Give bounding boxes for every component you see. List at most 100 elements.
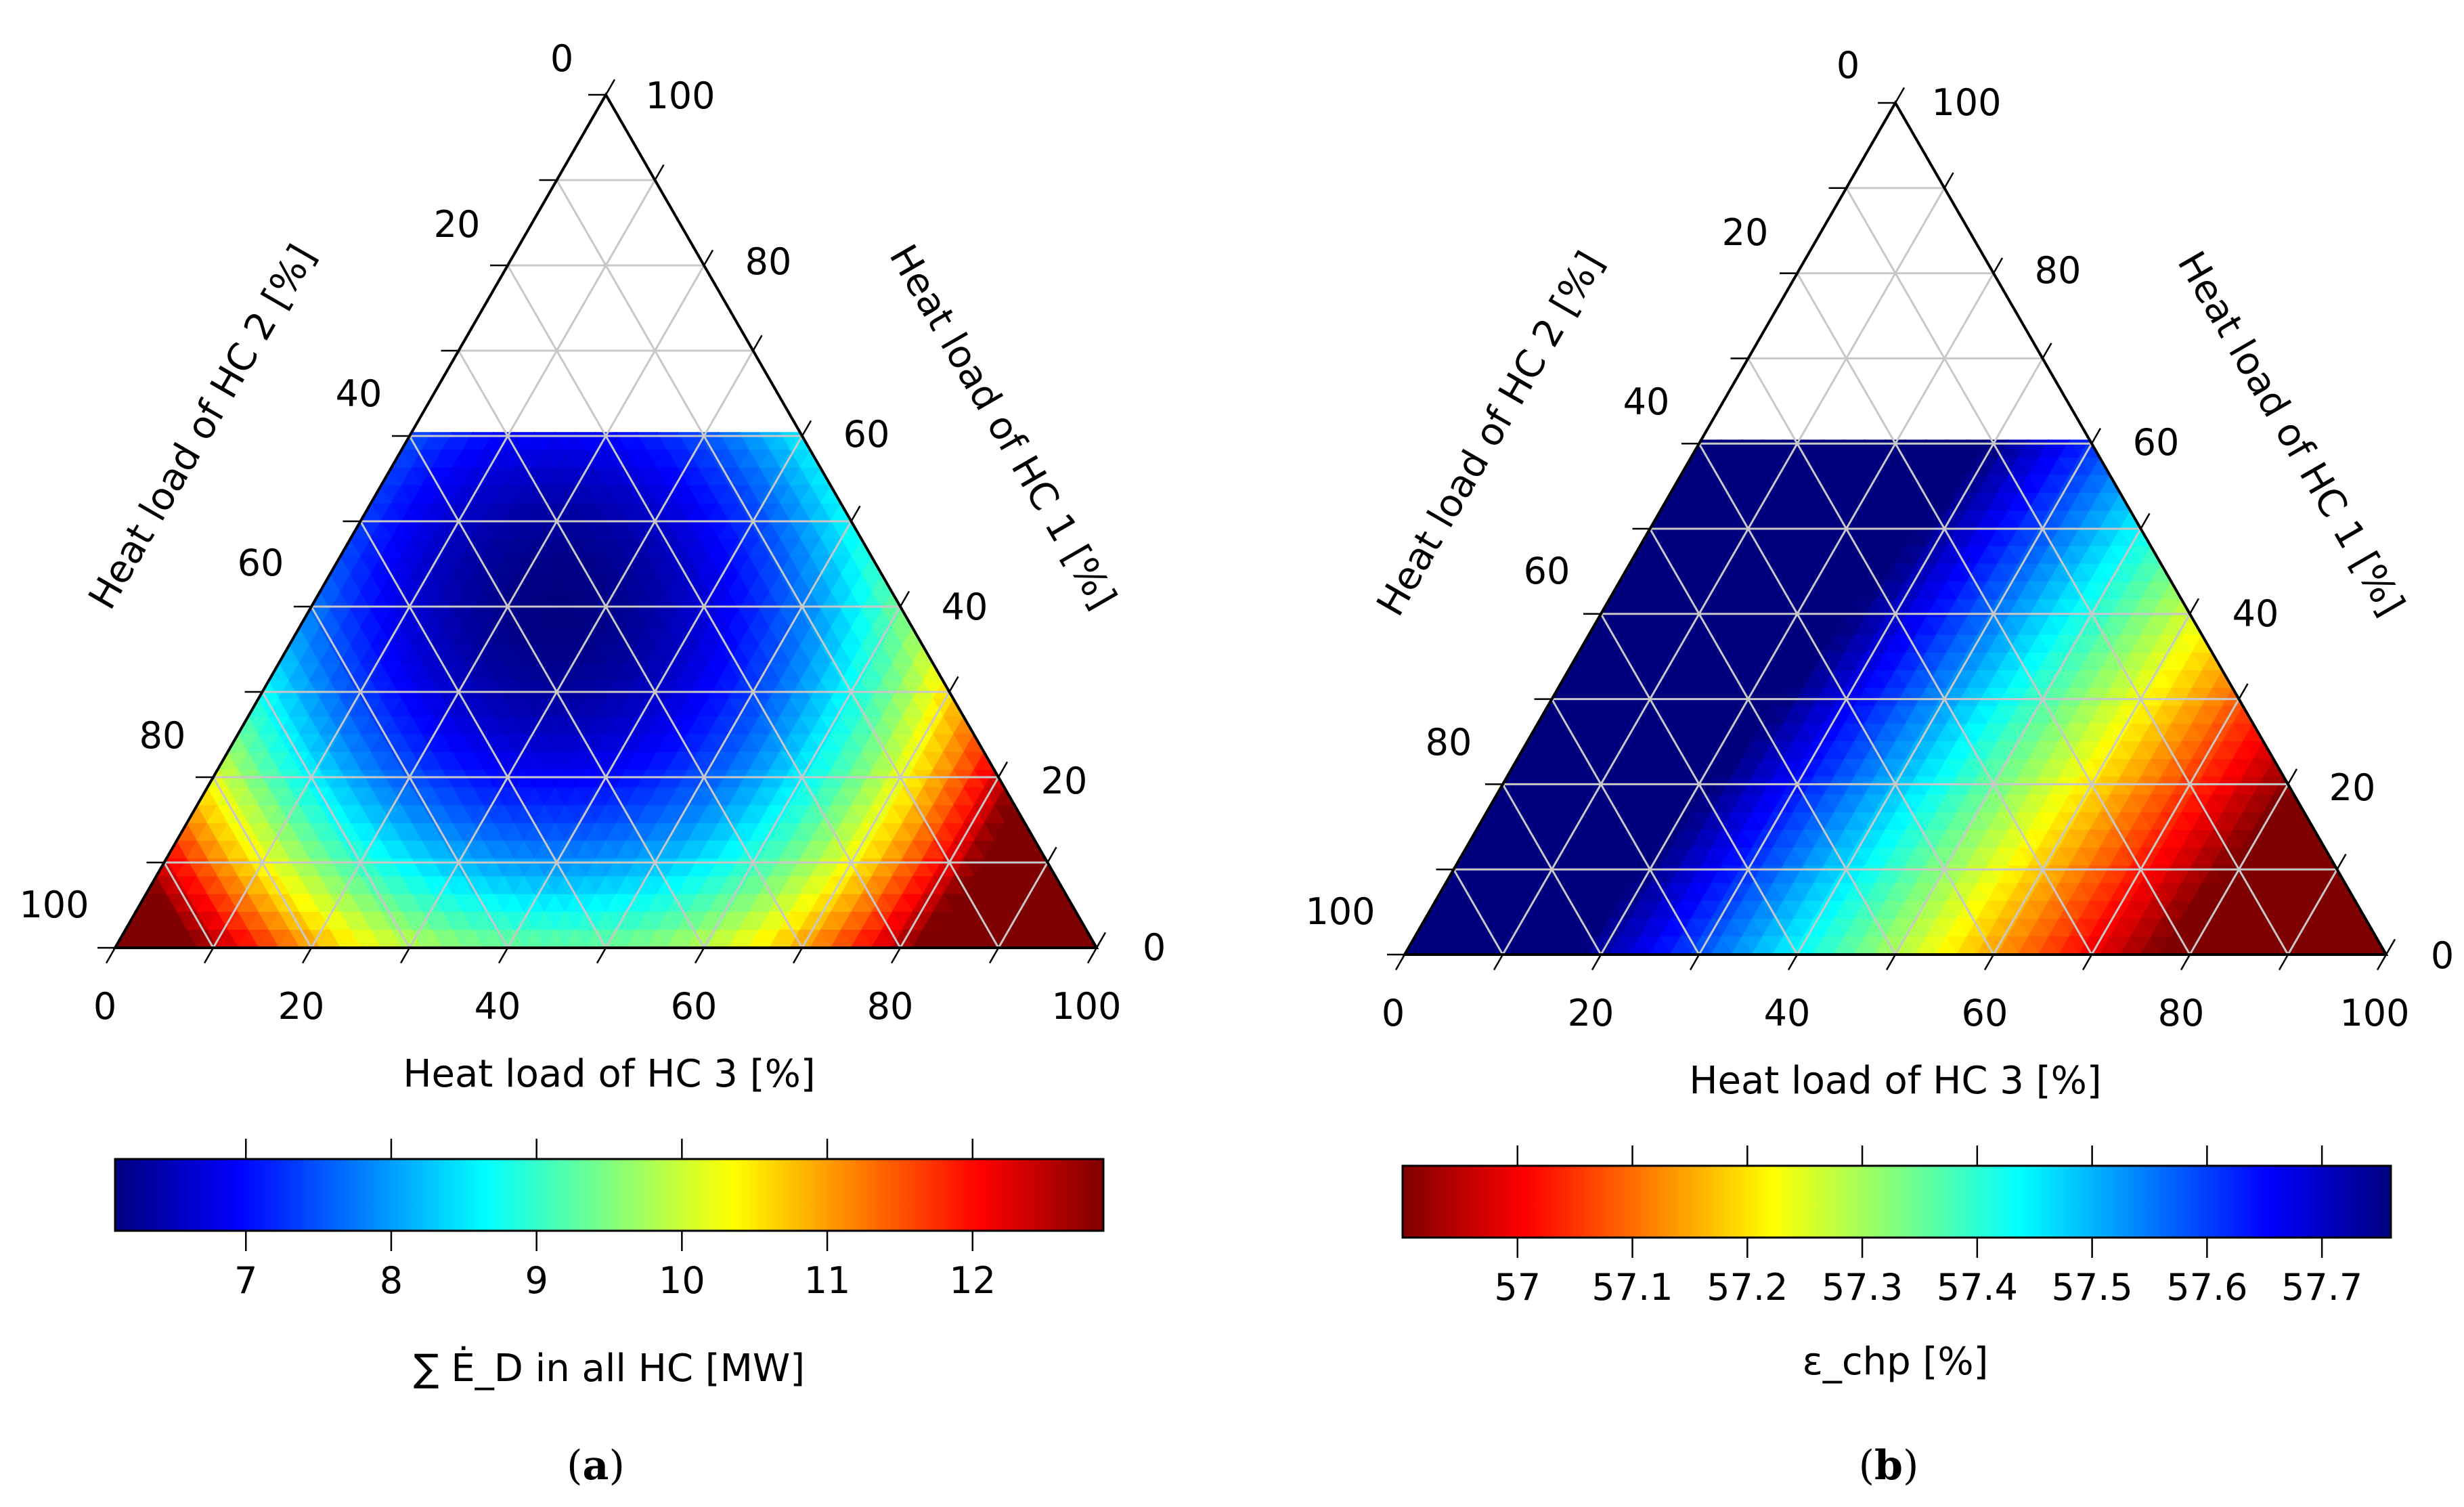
tick-mark — [1992, 257, 2004, 274]
grid-line — [212, 179, 656, 948]
colorbar-a — [114, 1158, 1105, 1232]
tick-mark — [752, 334, 763, 351]
left-tick-label: 80 — [1426, 721, 1472, 764]
bottom-tick-label: 60 — [1962, 992, 2008, 1034]
tick-mark — [2376, 954, 2388, 971]
right-tick-label: 60 — [2133, 421, 2180, 464]
panel-label-a: (a) — [567, 1442, 625, 1489]
right-tick-label: 20 — [2329, 766, 2376, 809]
bottom-axis-title: Heat load of HC 3 [%] — [403, 1052, 815, 1096]
grid-line — [458, 350, 804, 948]
panel-label-b: (b) — [1859, 1442, 1919, 1489]
tick-mark — [1894, 87, 1906, 104]
tick-mark — [596, 947, 607, 964]
tick-mark — [948, 676, 959, 693]
left-tick-label: 20 — [1722, 211, 1769, 254]
tick-mark — [890, 947, 902, 964]
colorbar-tick-label: 57.5 — [2051, 1266, 2132, 1309]
tick-marks-b — [1387, 87, 2396, 971]
colorbar-tick-label: 10 — [659, 1259, 705, 1302]
colorbar-ticks-b: 57 57.1 57.2 57.3 57.4 57.5 57.6 57.7 — [1494, 1145, 2362, 1309]
right-tick-label: 0 — [2431, 934, 2454, 977]
grid-line — [212, 777, 313, 948]
grid-line — [1501, 783, 1602, 955]
grid-line — [2188, 783, 2289, 955]
bottom-axis-title: Heat load of HC 3 [%] — [1689, 1059, 2101, 1103]
left-tick-label: 80 — [139, 714, 186, 757]
left-axis-title: Heat load of HC 2 [%] — [1369, 244, 1613, 624]
grid-line — [801, 691, 950, 948]
tick-mark — [2180, 954, 2191, 971]
right-tick-label: 0 — [1143, 926, 1166, 969]
tick-mark — [1591, 954, 1602, 971]
bottom-tick-label: 100 — [2339, 992, 2409, 1034]
grid-line — [261, 691, 411, 948]
colorbar-title-b: ε_chp [%] — [1803, 1340, 1989, 1384]
tick-mark — [899, 590, 910, 607]
grid-line — [1453, 869, 1504, 955]
grid-line — [604, 521, 852, 948]
right-tick-label: 40 — [2232, 592, 2279, 635]
tick-mark — [2278, 954, 2289, 971]
left-tick-label: 0 — [550, 37, 573, 80]
colorbar-tick-label: 57 — [1494, 1266, 1541, 1309]
tick-mark — [1095, 932, 1107, 948]
colorbar-tick-label: 9 — [525, 1259, 548, 1302]
colorbar-b — [1401, 1164, 2392, 1239]
colorbar-tick-label: 57.3 — [1822, 1266, 1903, 1309]
colorbar-tick-label: 8 — [380, 1259, 403, 1302]
tick-mark — [2188, 598, 2200, 615]
grid-line — [1698, 357, 2044, 955]
colorbar-tick-label: 57.2 — [1707, 1266, 1788, 1309]
colorbar-tick-label: 7 — [234, 1259, 257, 1302]
tick-mark — [703, 249, 714, 266]
right-axis-title: Heat load of HC 1 [%] — [881, 238, 1125, 617]
grid-line — [1894, 528, 2142, 955]
right-tick-label: 40 — [942, 586, 988, 628]
right-tick-label: 100 — [1931, 81, 2001, 124]
colorbar-tick-label: 57.6 — [2166, 1266, 2247, 1309]
ternary-grid-b — [1453, 187, 2338, 955]
tick-mark — [1689, 954, 1700, 971]
tick-mark — [2287, 768, 2298, 785]
right-tick-label: 100 — [645, 74, 715, 117]
tick-mark — [2140, 512, 2151, 529]
bottom-tick-label: 40 — [1764, 992, 1811, 1034]
colorbar-tick-label: 57.7 — [2281, 1266, 2362, 1309]
colorbar-ticks-a: 7 8 9 10 11 12 — [234, 1139, 996, 1302]
left-tick-label: 40 — [336, 372, 382, 415]
colorbar-tick-label: 12 — [949, 1259, 996, 1302]
tick-mark — [498, 947, 509, 964]
grid-line — [1501, 188, 1945, 955]
tick-mark — [2090, 427, 2102, 444]
bottom-tick-label: 0 — [93, 985, 116, 1028]
tick-marks-a — [97, 79, 1107, 964]
right-tick-label: 80 — [745, 240, 792, 283]
tick-mark — [203, 947, 215, 964]
grid-line — [1649, 528, 1897, 955]
right-tick-label: 20 — [1041, 760, 1088, 802]
right-tick-label: 80 — [2035, 249, 2082, 292]
left-tick-label: 60 — [238, 542, 284, 584]
tick-mark — [1086, 947, 1098, 964]
tick-mark — [2238, 683, 2249, 700]
left-tick-label: 20 — [434, 203, 481, 246]
tick-mark — [1943, 172, 1954, 189]
right-tick-label: 60 — [843, 413, 890, 456]
bottom-tick-label: 60 — [671, 985, 718, 1028]
tick-mark — [1394, 954, 1406, 971]
tick-mark — [850, 505, 861, 522]
grid-line — [1747, 357, 2093, 955]
grid-line — [556, 179, 1000, 948]
left-tick-label: 40 — [1623, 380, 1670, 423]
left-axis-title: Heat load of HC 2 [%] — [81, 238, 325, 617]
grid-line — [2090, 698, 2240, 955]
tick-mark — [988, 947, 1000, 964]
tick-mark — [792, 947, 804, 964]
grid-line — [310, 606, 509, 948]
tick-mark — [1493, 954, 1504, 971]
tick-mark — [1047, 846, 1057, 863]
tick-mark — [1983, 954, 1995, 971]
bottom-tick-label: 40 — [475, 985, 521, 1028]
colorbar-tick-label: 57.1 — [1591, 1266, 1673, 1309]
